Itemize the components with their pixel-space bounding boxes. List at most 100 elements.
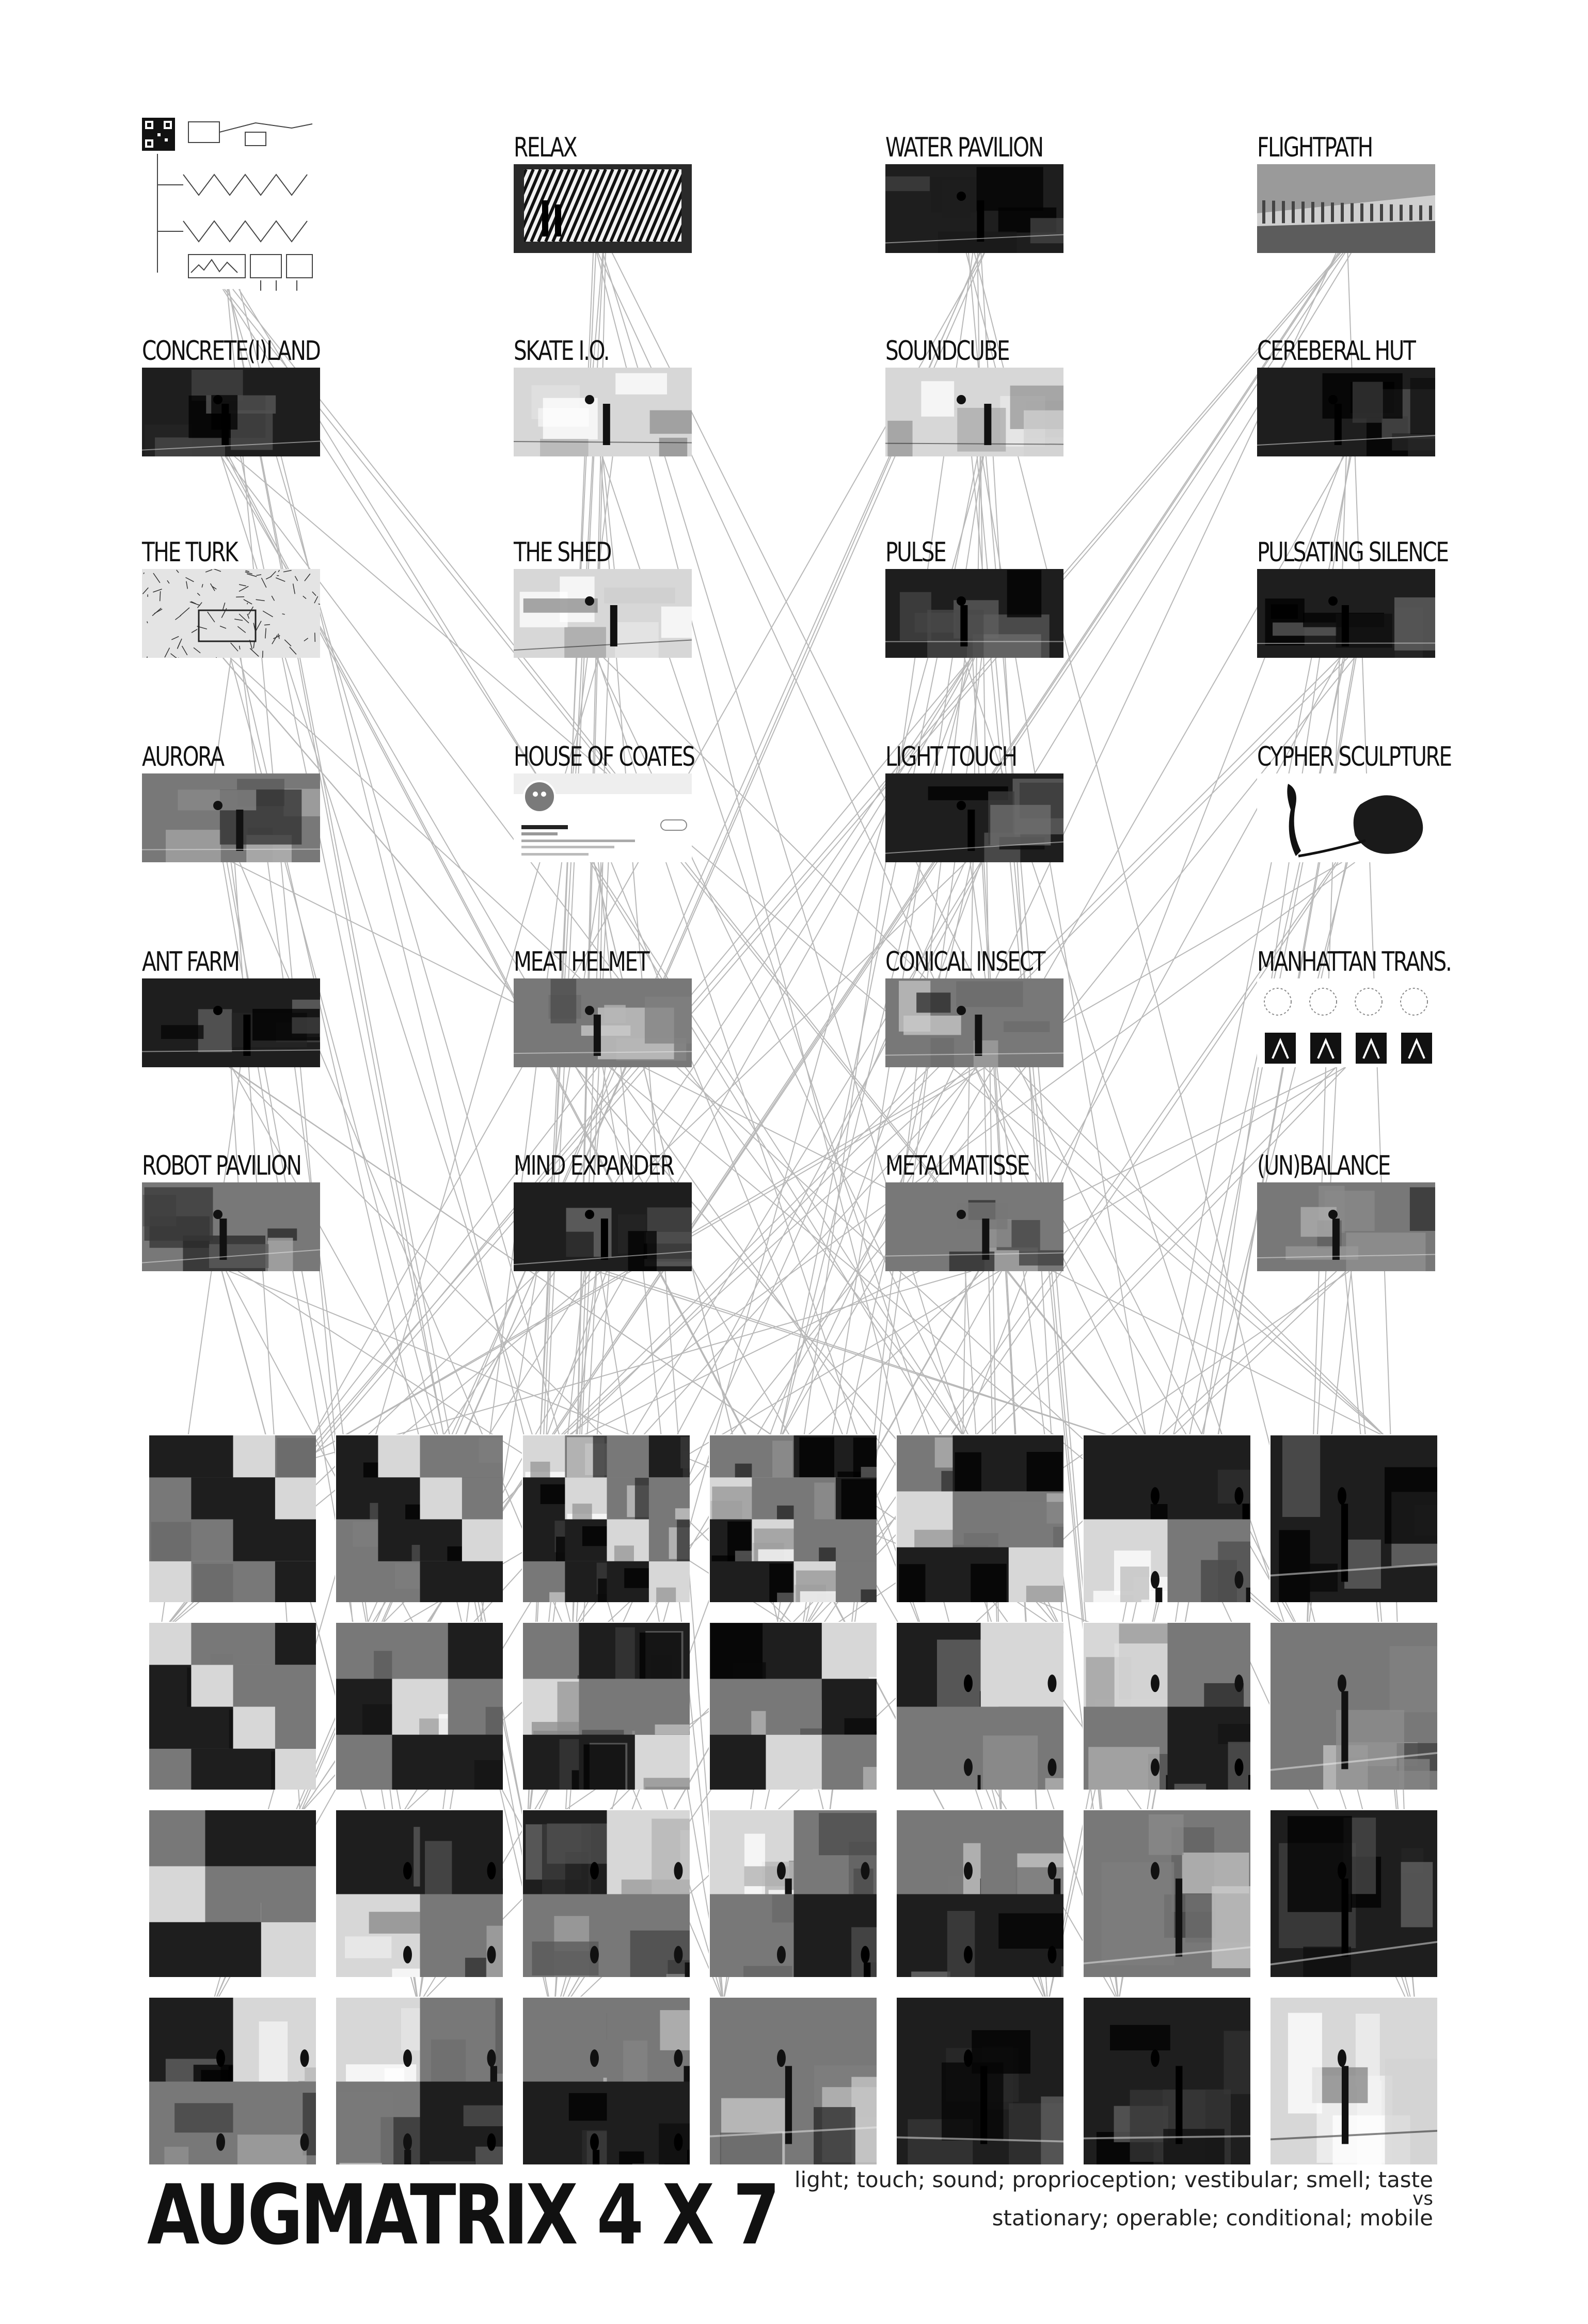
project-cereberal-hut: CEREBERAL HUT [1257,331,1435,456]
matrix-cell [335,1997,503,2164]
project-light-touch: LIGHT TOUCH [885,737,1063,862]
project-conical-insect: CONICAL INSECT [885,942,1063,1067]
project-title: MANHATTAN TRANS. [1257,946,1452,977]
project-metalmatisse: METALMATISSE [885,1146,1063,1271]
project-thumbnail [514,1182,692,1271]
matrix-cell [1083,1622,1250,1790]
project-title: RELAX [514,132,578,163]
project-title: MIND EXPANDER [514,1150,675,1181]
connector-line [801,862,1337,1633]
project-title: (UN)BALANCE [1257,1150,1391,1181]
project-title: FLIGHTPATH [1257,132,1373,163]
project-the-turk: THE TURK [142,533,320,658]
connector-line [611,1067,1151,1822]
project-thumbnail [885,978,1063,1067]
matrix-cell [1269,1622,1437,1790]
connector-line [1147,1271,1337,1449]
project-aurora: AURORA [142,737,320,862]
matrix-cell [335,1622,503,1790]
project-thumbnail [514,773,692,862]
connector-line [224,289,1148,1449]
project-the-shed: THE SHED [514,533,692,658]
project-cypher-sculpture: CYPHER SCULPTURE [1257,737,1452,862]
legend-modes: stationary; operable; conditional; mobil… [992,2205,1433,2231]
project-title: THE SHED [514,537,612,568]
project-soundcube: SOUNDCUBE [885,331,1063,456]
project-title: SOUNDCUBE [885,336,1010,367]
project-title: CONICAL INSECT [885,946,1045,977]
connector-line [297,862,1343,1464]
project-thumbnail [885,368,1063,456]
matrix-cell [709,1809,877,1977]
matrix-cell [896,1434,1063,1602]
project-thumbnail [885,773,1063,862]
project-house-of-coates: HOUSE OF COATES [514,737,695,862]
matrix-cell [896,1997,1063,2164]
connector-line [297,252,1341,1463]
project-title: ANT FARM [142,946,240,977]
matrix-cell [522,1622,690,1790]
project-title: CEREBERAL HUT [1257,336,1416,367]
matrix-cell [709,1434,877,1602]
project-title: CONCRETE(I)LAND [142,336,321,367]
connector-line [538,1271,608,1457]
matrix-cell [1269,1434,1437,1602]
project-title: ROBOT PAVILION [142,1150,302,1181]
project-thumbnail [1257,978,1435,1067]
project-thumbnail [142,978,320,1067]
project-thumbnail [142,773,320,862]
matrix-cell [522,1997,690,2164]
matrix-cell [1083,1434,1250,1602]
project-title: PULSATING SILENCE [1257,537,1449,568]
connector-line [596,1271,1148,1449]
matrix-cell [522,1434,690,1602]
matrix-cell [1083,1809,1250,1977]
matrix-cell [896,1809,1063,1977]
project-manhattan-trans: MANHATTAN TRANS. [1257,942,1452,1067]
project-skate-i-o: SKATE I.O. [514,331,692,456]
project-thumbnail [514,164,692,253]
connector-line [605,1271,1148,1449]
project-robot-pavilion: ROBOT PAVILION [142,1146,320,1271]
project-thumbnail [142,569,320,658]
project-thumbnail [1257,368,1435,456]
matrix-cell [148,1622,316,1790]
project-thumbnail [1257,773,1435,862]
project-thumbnail [514,978,692,1067]
project-thumbnail [1257,1182,1435,1271]
project-title: HOUSE OF COATES [514,741,695,772]
project-mind-expander: MIND EXPANDER [514,1146,692,1271]
matrix-cell [709,1622,877,1790]
matrix-cell [522,1809,690,1977]
poster-title: AUGMATRIX 4 X 7 [147,2167,780,2263]
connector-line [232,289,1148,1449]
project-title: PULSE [885,537,947,568]
project-thumbnail [885,569,1063,658]
project-title: METALMATISSE [885,1150,1030,1181]
project-meat-helmet: MEAT HELMET [514,942,692,1067]
matrix-cell [1269,1809,1437,1977]
matrix-cell [1083,1997,1250,2164]
matrix-cell [148,1809,316,1977]
matrix-cell [148,1997,316,2164]
connector-line [232,862,1386,1437]
matrix-cell [148,1434,316,1602]
project-un-balance: (UN)BALANCE [1257,1146,1435,1271]
project-thumbnail [1257,569,1435,658]
project-thumbnail [885,1182,1063,1271]
project-thumbnail [142,1182,320,1271]
project-concrete-i-land: CONCRETE(I)LAND [142,331,321,456]
project-thumbnail [514,368,692,456]
project-title: CYPHER SCULPTURE [1257,741,1452,772]
project-relax: RELAX [514,128,692,253]
project-flightpath: FLIGHTPATH [1257,128,1435,253]
legend-vs: vs [1412,2188,1433,2209]
project-ant-farm: ANT FARM [142,942,320,1067]
project-title: SKATE I.O. [514,336,610,367]
matrix-cell [1269,1997,1437,2164]
matrix-cell [709,1997,877,2164]
legend: light; touch; sound; proprioception; ves… [795,2169,1433,2230]
project-thumbnail [1257,164,1435,253]
project-pulsating-silence: PULSATING SILENCE [1257,533,1449,658]
